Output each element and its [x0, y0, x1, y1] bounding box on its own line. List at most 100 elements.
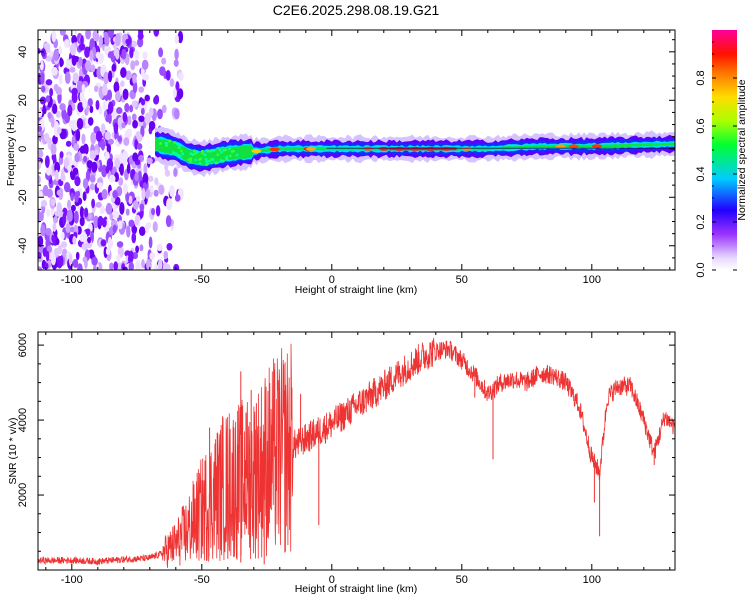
noise-blob — [48, 50, 54, 57]
noise-blob — [95, 130, 103, 142]
noise-blob — [74, 191, 79, 203]
noise-blob — [142, 172, 149, 185]
noise-blob — [128, 219, 135, 228]
noise-blob — [103, 71, 110, 85]
noise-blob — [136, 133, 143, 143]
noise-blob — [66, 184, 71, 193]
noise-blob — [107, 101, 114, 114]
noise-blob — [116, 262, 122, 270]
noise-blob — [118, 177, 124, 186]
signal-speckle — [167, 139, 171, 143]
noise-blob — [98, 35, 103, 48]
noise-blob — [64, 71, 71, 84]
noise-blob — [137, 170, 142, 181]
x-tick-label: -50 — [194, 274, 210, 286]
noise-blob — [106, 142, 112, 155]
noise-blob — [50, 116, 55, 128]
noise-blob — [47, 112, 52, 119]
noise-blob — [50, 198, 56, 207]
noise-blob — [98, 105, 103, 115]
noise-blob — [58, 211, 64, 218]
colorbar-label: Normalized spectral amplitude — [736, 79, 748, 220]
noise-blob — [81, 133, 86, 145]
x-tick-label: 100 — [583, 574, 601, 586]
noise-blob — [144, 112, 151, 125]
noise-blob — [154, 264, 159, 270]
noise-blob — [138, 115, 145, 123]
noise-blob — [45, 166, 52, 176]
noise-blob — [79, 234, 86, 242]
noise-blob — [72, 167, 79, 176]
noise-blob — [60, 173, 66, 182]
noise-blob — [148, 120, 156, 131]
signal-speckle — [191, 153, 195, 156]
noise-blob — [120, 67, 127, 78]
noise-blob — [149, 252, 155, 261]
noise-blob — [91, 161, 98, 173]
noise-blob — [69, 226, 75, 233]
noise-blob — [54, 161, 61, 174]
noise-blob — [152, 221, 158, 233]
noise-blob — [147, 175, 154, 183]
noise-blob — [178, 72, 184, 82]
noise-blob — [65, 222, 71, 234]
noise-blob — [89, 105, 94, 114]
signal-speckle — [178, 144, 181, 148]
colorbar-tick-label: 0.0 — [695, 262, 707, 277]
noise-blob — [105, 114, 111, 123]
noise-blob — [132, 74, 137, 84]
signal-speckle — [235, 153, 239, 157]
noise-blob — [115, 33, 121, 47]
noise-blob — [42, 247, 47, 257]
signal-speckle — [194, 158, 198, 162]
noise-blob — [40, 48, 46, 57]
snr-series — [38, 337, 675, 568]
noise-blob — [121, 48, 127, 60]
noise-blob — [125, 38, 132, 45]
noise-blob — [67, 213, 73, 222]
noise-blob — [174, 194, 181, 202]
noise-blob — [166, 243, 173, 251]
noise-blob — [51, 66, 58, 76]
spectrogram-y-label: Frequency (Hz) — [5, 114, 17, 186]
noise-blob — [119, 163, 124, 176]
noise-blob — [38, 159, 42, 170]
colorbar-gradient — [712, 30, 737, 270]
noise-blob — [142, 51, 148, 60]
noise-blob — [128, 261, 134, 270]
spectrogram-signal-band — [155, 126, 675, 178]
signal-speckle — [211, 158, 215, 161]
noise-blob — [63, 39, 70, 48]
noise-blob — [122, 88, 129, 100]
noise-blob — [169, 78, 175, 87]
noise-blob — [94, 31, 100, 43]
noise-blob — [136, 143, 143, 150]
noise-blob — [113, 122, 119, 135]
noise-blob — [123, 137, 130, 146]
noise-blob — [67, 164, 72, 173]
noise-blob — [105, 165, 110, 174]
noise-blob — [46, 208, 51, 217]
noise-blob — [38, 47, 41, 54]
signal-speckle — [201, 151, 205, 155]
noise-blob — [81, 83, 86, 93]
noise-blob — [137, 37, 144, 48]
noise-blob — [141, 258, 145, 269]
signal-speckle — [222, 148, 225, 152]
spectrogram-noise-region — [38, 30, 184, 270]
spectrogram-y-ticks: -40 -20 0 20 40 — [17, 39, 675, 271]
noise-blob — [42, 184, 49, 197]
noise-blob — [78, 56, 83, 66]
signal-speckle — [159, 142, 162, 145]
noise-blob — [79, 206, 84, 219]
noise-blob — [126, 225, 131, 238]
signal-speckle — [173, 141, 177, 144]
noise-blob — [157, 259, 163, 270]
noise-blob — [52, 222, 57, 233]
signal-speckle — [198, 162, 202, 165]
signal-speckle — [174, 152, 178, 155]
noise-blob — [124, 102, 130, 113]
noise-blob — [56, 127, 62, 134]
noise-blob — [100, 138, 106, 151]
noise-blob — [135, 245, 140, 254]
